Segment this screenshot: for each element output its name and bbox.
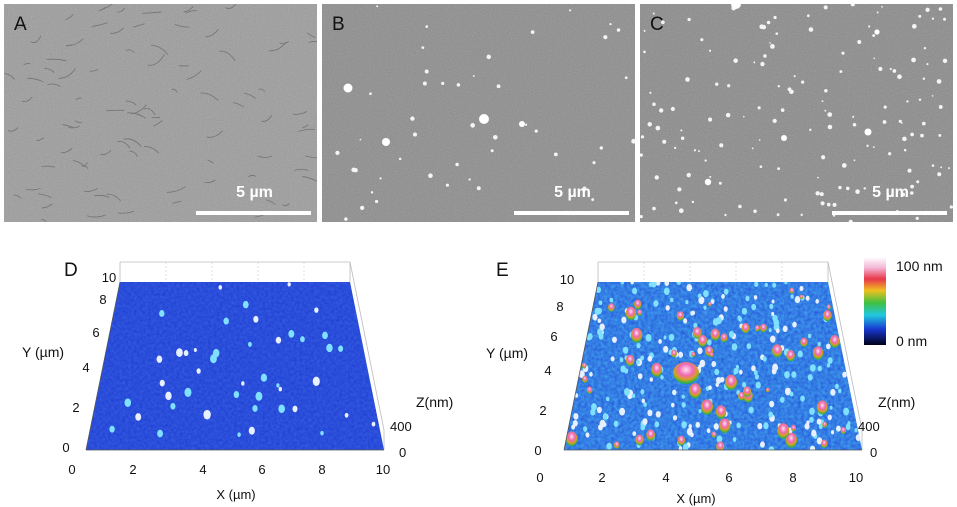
x-tick-e-10: 10: [849, 470, 863, 485]
y-axis-label-e: Y (µm): [486, 345, 528, 361]
colorbar-max-label: 100 nm: [896, 258, 943, 274]
scale-bar-line-a: [196, 211, 311, 215]
y-tick-d-2: 2: [72, 400, 79, 415]
y-tick-d-0: 0: [62, 440, 69, 455]
scale-bar-label-b: 5 µm: [554, 184, 591, 201]
z-tick-e-0: 0: [870, 445, 877, 460]
afm-plot-d: 0 2 4 6 8 10 X (µm) 0 2 4 6 8 10 Y (µm) …: [0, 245, 478, 507]
scale-bar-label-a: 5 µm: [236, 184, 273, 201]
scale-bar-b: 5 µm: [510, 182, 635, 222]
y-tick-d-8: 8: [99, 292, 106, 307]
colorbar-graphic: 100 nm 0 nm: [864, 257, 943, 349]
x-ticks-e: 0 2 4 6 8 10: [536, 470, 863, 485]
panel-label-b: B: [332, 14, 345, 35]
y-tick-d-10: 10: [102, 270, 116, 285]
y-ticks-d: 0 2 4 6 8 10: [62, 270, 116, 455]
afm-frame-e: [597, 261, 863, 450]
x-tick-d-2: 2: [129, 462, 136, 477]
x-tick-d-8: 8: [318, 462, 325, 477]
afm-surface-e: 0 2 4 6 8 10 X (µm) 0 2 4 6 8 10 Y (µm) …: [486, 260, 915, 506]
x-axis-label-e: X (µm): [676, 491, 715, 506]
y-ticks-e: 0 2 4 6 8 10: [534, 272, 574, 458]
z-axis-label-d: Z(nm): [416, 394, 453, 410]
z-tick-e-400: 400: [858, 419, 880, 434]
x-tick-d-10: 10: [376, 462, 390, 477]
sem-image-b: B 5 µm: [322, 4, 635, 222]
afm-surface-d: 0 2 4 6 8 10 X (µm) 0 2 4 6 8 10 Y (µm) …: [22, 260, 453, 502]
x-tick-e-0: 0: [536, 470, 543, 485]
x-ticks-d: 0 2 4 6 8 10: [68, 462, 390, 477]
y-tick-e-10: 10: [560, 272, 574, 287]
scale-bar-a: 5 µm: [192, 182, 317, 222]
panel-label-c: C: [650, 14, 664, 35]
y-tick-e-4: 4: [544, 363, 551, 378]
x-tick-e-2: 2: [598, 470, 605, 485]
colorbar-min-label: 0 nm: [896, 333, 927, 349]
x-tick-e-8: 8: [789, 470, 796, 485]
scale-bar-line-c: [832, 211, 947, 215]
panel-label-a: A: [14, 14, 27, 35]
x-tick-e-6: 6: [725, 470, 732, 485]
sem-image-c: C 5 µm: [640, 4, 953, 222]
z-axis-label-e: Z(nm): [878, 394, 915, 410]
z-tick-d-400: 400: [390, 419, 412, 434]
sem-texture-c: [640, 4, 953, 222]
y-tick-e-6: 6: [550, 329, 557, 344]
x-tick-d-6: 6: [258, 462, 265, 477]
y-axis-label-d: Y (µm): [22, 344, 64, 360]
panel-label-d: D: [64, 260, 78, 281]
sem-texture-a: [4, 4, 317, 222]
x-tick-e-4: 4: [662, 470, 669, 485]
afm-plot-e: 0 2 4 6 8 10 X (µm) 0 2 4 6 8 10 Y (µm) …: [478, 245, 956, 507]
y-tick-d-4: 4: [82, 360, 89, 375]
scale-bar-line-b: [514, 211, 629, 215]
afm-frame-d: [119, 261, 385, 450]
y-tick-e-8: 8: [556, 299, 563, 314]
panel-label-e: E: [496, 260, 509, 281]
sem-image-a: A 5 µm: [4, 4, 317, 222]
x-tick-d-0: 0: [68, 462, 75, 477]
scale-bar-c: 5 µm: [828, 182, 953, 222]
height-colorbar: 100 nm 0 nm: [860, 255, 957, 350]
y-tick-d-6: 6: [92, 325, 99, 340]
y-tick-e-0: 0: [534, 443, 541, 458]
x-tick-d-4: 4: [199, 462, 206, 477]
scale-bar-label-c: 5 µm: [872, 184, 909, 201]
x-axis-label-d: X (µm): [216, 487, 255, 502]
sem-texture-b: [322, 4, 635, 222]
z-tick-d-0: 0: [399, 445, 406, 460]
y-tick-e-2: 2: [539, 403, 546, 418]
